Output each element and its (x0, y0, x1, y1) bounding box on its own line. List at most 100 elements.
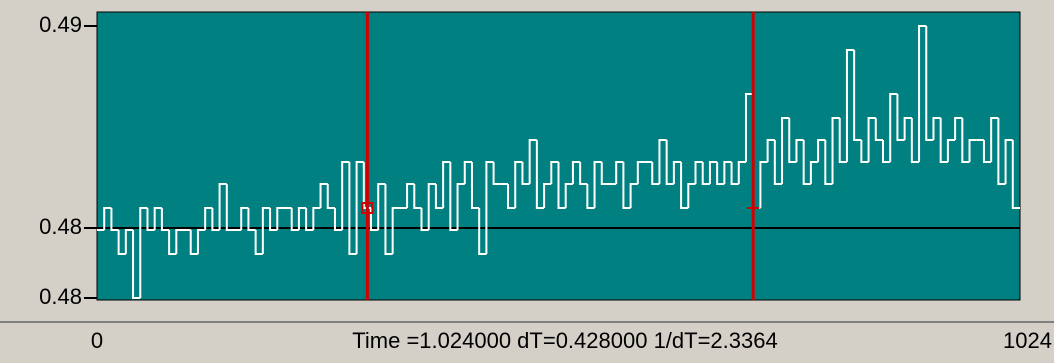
trace-step (824, 140, 833, 185)
trace-step (759, 161, 768, 208)
trace-step (326, 184, 335, 209)
trace-step (593, 161, 602, 208)
trace-step (910, 118, 920, 163)
trace-step (579, 162, 588, 185)
trace-step (564, 183, 573, 208)
trace-step (384, 184, 393, 255)
trace-step (629, 183, 638, 208)
trace-step (766, 139, 775, 162)
trace-step (651, 162, 660, 185)
trace-step (168, 230, 177, 255)
trace-step (918, 25, 927, 162)
trace-step (377, 183, 386, 230)
trace-step (449, 162, 458, 231)
trace-step (968, 139, 977, 162)
trace-step (867, 117, 876, 162)
trace-step (571, 161, 581, 184)
trace-step (672, 161, 682, 184)
trace-step (680, 162, 689, 209)
trace-step (117, 230, 126, 255)
trace-step (622, 162, 631, 209)
y-tick-label: 0.48 (39, 284, 82, 309)
trace-step (687, 183, 696, 208)
plot-area (96, 11, 1021, 301)
trace-step (817, 139, 826, 162)
trace-step (124, 229, 134, 254)
trace-step (305, 208, 314, 231)
trace-step (903, 117, 912, 140)
trace-step (204, 207, 213, 230)
trace-step (211, 208, 220, 231)
cursor-marker (747, 202, 760, 214)
cursor-marker (361, 202, 374, 214)
trace-step (723, 161, 732, 184)
trace-step (932, 117, 941, 140)
trace-step (557, 162, 566, 209)
trace-step (701, 162, 710, 185)
trace-step (218, 183, 227, 230)
trace-step (355, 161, 364, 254)
trace-step (110, 208, 119, 231)
trace-step (925, 26, 934, 141)
trace-step (470, 162, 480, 209)
trace-step (463, 161, 472, 184)
trace-step (146, 208, 155, 231)
trace-step (744, 93, 754, 162)
y-tick-label: 0.48 (39, 214, 82, 239)
trace-step (312, 207, 321, 230)
trace-step (982, 140, 992, 163)
trace-step (297, 207, 307, 230)
trace-step (456, 183, 465, 230)
trace-step (716, 162, 725, 185)
trace-step (535, 140, 545, 209)
trace-step (802, 140, 811, 185)
trace-step (658, 139, 667, 184)
trace-step (961, 118, 970, 163)
trace-step (427, 183, 436, 230)
trace-step (269, 208, 278, 231)
trace-step (600, 162, 609, 185)
trace-step (845, 49, 855, 162)
trace-step (189, 230, 198, 255)
trace-step (737, 161, 746, 184)
trace-step (528, 139, 537, 184)
trace-step (831, 117, 840, 184)
trace-step (413, 184, 422, 209)
trace-step (636, 161, 646, 184)
trace-step (795, 139, 804, 162)
trace-step (319, 183, 328, 208)
y-tick-label: 0.49 (39, 12, 82, 37)
trace-step (175, 229, 184, 254)
trace-step (773, 140, 783, 185)
x-tick-label: 0 (91, 328, 103, 353)
trace-step (341, 161, 350, 230)
x-tick-label: 1024 (1003, 328, 1052, 353)
trace-step (543, 183, 552, 208)
trace-step (521, 162, 530, 185)
trace-step (348, 162, 357, 255)
trace-step (1011, 140, 1020, 209)
trace-step (507, 184, 516, 209)
trace-step (276, 207, 285, 230)
trace-step (290, 208, 299, 231)
trace-step (420, 208, 429, 231)
trace-step (240, 207, 249, 230)
trace-step (333, 208, 343, 231)
trace-step (997, 118, 1006, 185)
trace-step (254, 230, 263, 255)
trace-step (132, 230, 141, 299)
trace-step (874, 118, 883, 141)
trace-step (196, 229, 206, 254)
trace-step (261, 207, 271, 254)
trace-step (478, 208, 487, 255)
trace-step (781, 117, 790, 184)
trace-step (370, 208, 379, 231)
trace-step (1004, 139, 1013, 184)
trace-step (694, 161, 703, 184)
trace-step (153, 207, 162, 230)
trace-step (586, 184, 595, 209)
trace-step (665, 140, 674, 185)
trace-step (550, 161, 559, 184)
trace-step (391, 207, 400, 254)
